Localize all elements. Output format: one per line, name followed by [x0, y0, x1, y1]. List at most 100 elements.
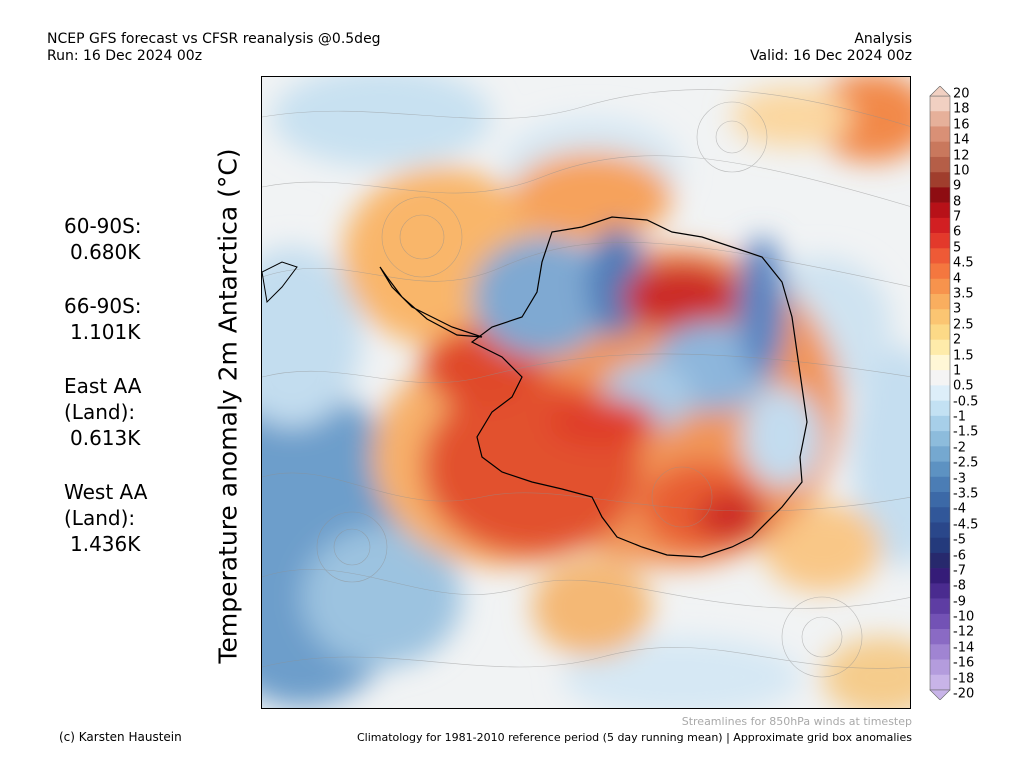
colorbar-cell — [930, 613, 950, 630]
colorbar-cell — [930, 370, 950, 386]
colorbar-tick-label: 20 — [953, 86, 970, 102]
map-canvas — [262, 77, 910, 708]
colorbar-cell — [930, 385, 950, 401]
analysis-label: Analysis — [854, 31, 912, 47]
colorbar-cell — [930, 96, 950, 112]
colorbar-cell — [930, 492, 950, 508]
colorbar-tick-label: -0.5 — [953, 394, 979, 410]
colorbar-tick-label: 5 — [953, 240, 962, 256]
colorbar-tick-label: -6 — [953, 548, 966, 564]
stat-60-90s: 60-90S: 0.680K — [64, 214, 142, 264]
colorbar-tick-label: 10 — [953, 163, 970, 179]
colorbar-cell — [930, 537, 950, 554]
map-title: Temperature anomaly 2m Antarctica (°C) — [213, 148, 243, 664]
colorbar-tick-label: -20 — [953, 686, 975, 702]
colorbar-tick-label: 2 — [953, 332, 962, 348]
colorbar-cell — [930, 598, 950, 615]
colorbar-tick-label: 3.5 — [953, 286, 974, 302]
colorbar-tick-label: -9 — [953, 594, 966, 610]
valid-time: Valid: 16 Dec 2024 00z — [750, 48, 912, 64]
colorbar-cell — [930, 400, 950, 417]
wind-streamlines — [262, 89, 910, 678]
antarctic-peninsula — [379, 266, 483, 338]
colorbar-tick-label: -1 — [953, 409, 966, 425]
colorbar — [929, 86, 951, 700]
colorbar-cell — [930, 446, 950, 462]
colorbar-cell — [930, 156, 950, 173]
colorbar-tick-label: 9 — [953, 178, 962, 194]
header-left: NCEP GFS forecast vs CFSR reanalysis @0.… — [47, 31, 381, 65]
colorbar-tick-label: -7 — [953, 563, 966, 579]
colorbar-cell — [930, 629, 950, 645]
colorbar-cell — [930, 339, 950, 356]
colorbar-cell — [930, 644, 950, 660]
colorbar-cell — [930, 522, 950, 538]
stat-west-aa: West AA (Land): 1.436K — [64, 480, 148, 556]
colorbar-cell — [930, 324, 950, 340]
colorbar-tick-label: -1.5 — [953, 424, 979, 440]
colorbar-cell — [930, 263, 950, 280]
colorbar-tick-label: 12 — [953, 148, 970, 164]
colorbar-tick-label: -18 — [953, 671, 975, 687]
colorbar-tick-label: 14 — [953, 132, 970, 148]
header-right: Analysis Valid: 16 Dec 2024 00z — [750, 31, 912, 65]
colorbar-cell — [930, 141, 950, 158]
colorbar-tick-label: -16 — [953, 655, 975, 671]
colorbar-tick-label: 16 — [953, 117, 970, 133]
colorbar-labels: 20 18 16 14 12 10 9 8 7 6 5 4.5 4 3.5 3 2.5 2 1.5 1 0.5 -0.5… — [953, 88, 1013, 701]
colorbar-tick-label: 1.5 — [953, 348, 974, 364]
colorbar-tick-label: -4.5 — [953, 517, 979, 533]
colorbar-tick-label: 2.5 — [953, 317, 974, 333]
colorbar-cell — [930, 202, 950, 219]
colorbar-cell — [930, 233, 950, 249]
colorbar-cell — [930, 187, 950, 203]
colorbar-tick-label: -8 — [953, 578, 966, 594]
colorbar-cell — [930, 217, 950, 234]
colorbar-tick-label: -3.5 — [953, 486, 979, 502]
colorbar-cell — [930, 354, 950, 371]
antarctica-coastline — [470, 216, 808, 558]
model-title: NCEP GFS forecast vs CFSR reanalysis @0.… — [47, 31, 381, 47]
colorbar-cell — [930, 294, 950, 310]
colorbar-cell — [930, 248, 950, 264]
colorbar-cell — [930, 507, 950, 523]
colorbar-tick-label: 1 — [953, 363, 962, 379]
colorbar-cell — [930, 278, 950, 295]
colorbar-tick-label: 0.5 — [953, 378, 974, 394]
colorbar-tick-label: 4.5 — [953, 255, 974, 271]
colorbar-tick-label: -4 — [953, 501, 966, 517]
colorbar-cell — [930, 461, 950, 478]
colorbar-tick-label: 7 — [953, 209, 962, 225]
colorbar-tick-label: -14 — [953, 640, 975, 656]
colorbar-cell — [930, 126, 950, 142]
colorbar-tick-label: -2.5 — [953, 455, 979, 471]
colorbar-cell — [930, 552, 950, 569]
colorbar-cell — [930, 415, 950, 432]
colorbar-cell — [930, 659, 950, 676]
copyright: (c) Karsten Haustein — [59, 730, 182, 744]
colorbar-cell — [930, 674, 950, 691]
colorbar-cell — [930, 476, 950, 493]
colorbar-tick-label: 4 — [953, 271, 962, 287]
colorbar-tick-label: 6 — [953, 224, 962, 240]
colorbar-cell — [930, 111, 950, 127]
stat-east-aa: East AA (Land): 0.613K — [64, 374, 142, 450]
colorbar-cell — [930, 568, 950, 584]
run-time: Run: 16 Dec 2024 00z — [47, 48, 203, 64]
stat-66-90s: 66-90S: 1.101K — [64, 294, 142, 344]
south-america-tip — [262, 261, 298, 304]
colorbar-tick-label: -10 — [953, 609, 975, 625]
colorbar-tick-label: 3 — [953, 301, 962, 317]
colorbar-cell — [930, 431, 950, 447]
colorbar-tick-label: -2 — [953, 440, 966, 456]
streamline-note: Streamlines for 850hPa winds at timestep — [681, 715, 912, 728]
colorbar-cell — [930, 172, 950, 188]
climatology-note: Climatology for 1981-2010 reference peri… — [356, 731, 912, 744]
colorbar-cell — [930, 583, 950, 599]
colorbar-tick-label: 8 — [953, 194, 962, 210]
anomaly-map — [261, 76, 911, 709]
colorbar-cell — [930, 309, 950, 325]
colorbar-tick-label: -12 — [953, 624, 975, 640]
anomaly-stats: 60-90S: 0.680K 66-90S: 1.101K East AA (L… — [64, 213, 164, 585]
colorbar-tick-label: -3 — [953, 471, 966, 487]
